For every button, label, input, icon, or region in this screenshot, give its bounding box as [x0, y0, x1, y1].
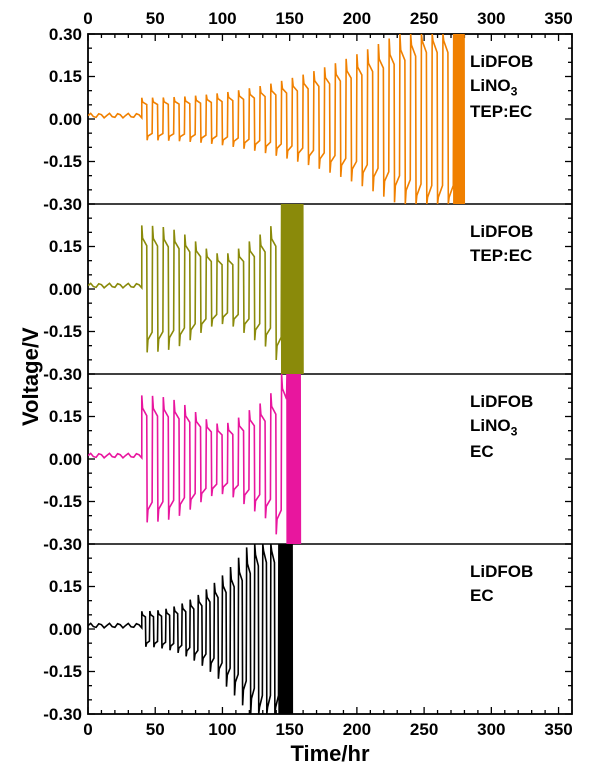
panel-label-2: LiDFOBLiNO3EC	[470, 390, 533, 464]
x-tick-label: 300	[471, 720, 511, 740]
series-fill-3	[279, 545, 292, 713]
x-tick-label: 350	[539, 9, 579, 29]
x-axis-label: Time/hr	[270, 741, 390, 763]
x-tick-label: 200	[337, 9, 377, 29]
y-tick-label: 0.15	[32, 237, 82, 257]
series-line-2	[88, 374, 300, 544]
y-tick-label: 0.15	[32, 67, 82, 87]
x-tick-label: 50	[135, 9, 175, 29]
series-fill-1	[282, 205, 304, 373]
chart-root: 0501001502002503003500501001502002503003…	[0, 0, 600, 763]
panel-label-0: LiDFOBLiNO3TEP:EC	[470, 50, 533, 124]
y-tick-label: -0.15	[32, 662, 82, 682]
y-tick-label: 0.30	[32, 25, 82, 45]
y-tick-label: 0.00	[32, 620, 82, 640]
y-tick-label: 0.00	[32, 110, 82, 130]
x-tick-label: 100	[202, 9, 242, 29]
x-tick-label: 250	[404, 9, 444, 29]
y-tick-label: -0.30	[32, 195, 82, 215]
series-line-0	[88, 34, 464, 204]
x-tick-label: 150	[270, 9, 310, 29]
y-tick-label: 0.00	[32, 280, 82, 300]
y-tick-label: -0.15	[32, 152, 82, 172]
x-tick-label: 300	[471, 9, 511, 29]
x-tick-label: 150	[270, 720, 310, 740]
y-tick-label: -0.15	[32, 492, 82, 512]
x-tick-label: 100	[202, 720, 242, 740]
y-tick-label: -0.30	[32, 535, 82, 555]
y-tick-label: 0.15	[32, 577, 82, 597]
y-tick-label: -0.30	[32, 705, 82, 725]
series-fill-0	[454, 35, 465, 203]
x-tick-label: 350	[539, 720, 579, 740]
y-axis-label: Voltage/V	[18, 327, 44, 426]
x-tick-label: 250	[404, 720, 444, 740]
x-tick-label: 200	[337, 720, 377, 740]
series-fill-2	[287, 375, 300, 543]
y-tick-label: 0.00	[32, 450, 82, 470]
x-tick-label: 50	[135, 720, 175, 740]
series-line-1	[88, 204, 303, 374]
panel-label-1: LiDFOBTEP:EC	[470, 220, 533, 268]
panel-label-3: LiDFOBEC	[470, 560, 533, 608]
series-line-3	[88, 544, 292, 714]
